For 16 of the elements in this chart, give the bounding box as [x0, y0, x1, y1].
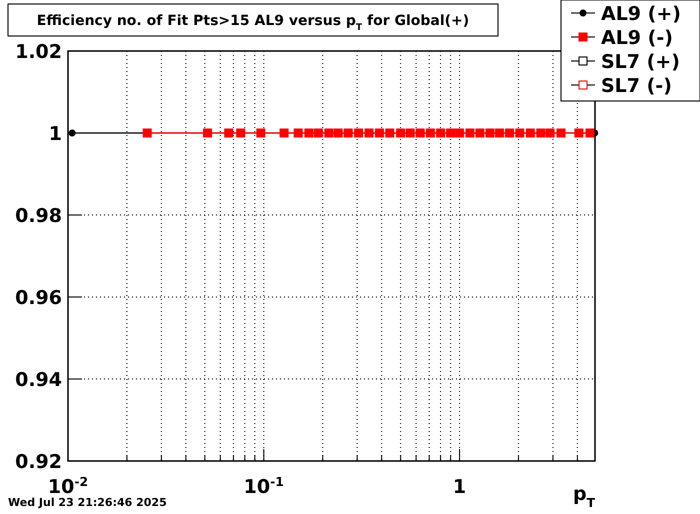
- x-tick-label: 10$^{-2}$: [48, 475, 88, 498]
- text: Wed Jul 23 21:26:46 2025: [8, 496, 167, 509]
- y-tick-label: 0.94: [15, 369, 62, 391]
- y-tick-label: 0.92: [15, 451, 62, 473]
- legend-label: AL9 (+): [601, 3, 681, 25]
- x-tick-label: 1: [452, 476, 466, 498]
- x-tick-label: 10$^{-1}$: [244, 475, 284, 498]
- legend-label: SL7 (+): [601, 51, 680, 73]
- y-tick-label: 1.02: [15, 41, 62, 63]
- y-tick-label: 0.98: [15, 205, 62, 227]
- legend-label: AL9 (-): [601, 27, 673, 49]
- y-tick-label: 0.96: [15, 287, 62, 309]
- y-tick-label: 1: [48, 123, 62, 145]
- legend-label: SL7 (-): [601, 75, 672, 97]
- chart-title: Efficiency no. of Fit Pts>15 AL9 versus p$_{T}$ for Global(+): [36, 13, 470, 33]
- x-axis-title: p$_{T}$: [572, 483, 596, 510]
